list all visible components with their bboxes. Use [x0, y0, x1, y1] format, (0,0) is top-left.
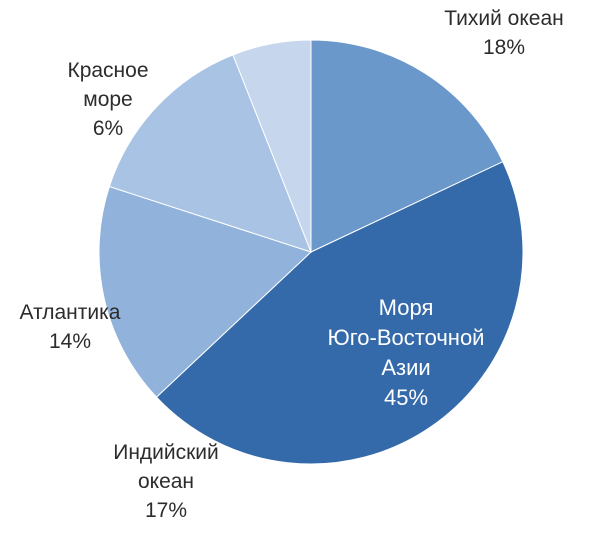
- label-red-sea-value: 6%: [92, 117, 124, 140]
- slice-sea-asia: [155, 161, 524, 465]
- label-atlantic-name: Атлантика: [19, 301, 121, 324]
- label-indian-line1: Индийский: [113, 441, 219, 464]
- label-pacific: Тихий океан 18%: [418, 4, 590, 62]
- label-sea-asia: Моря Юго-Восточной Азии 45%: [306, 293, 506, 413]
- label-red-sea-line1: Красное: [67, 59, 149, 82]
- slice-red-sea: [232, 39, 312, 253]
- label-red-sea-line2: море: [83, 88, 133, 111]
- label-indian: Индийский океан 17%: [76, 438, 256, 525]
- label-red-sea: Красное море 6%: [38, 56, 178, 143]
- slice-indian: [98, 185, 312, 398]
- label-sea-asia-line3: Азии: [381, 355, 431, 380]
- label-atlantic: Атлантика 14%: [0, 298, 140, 356]
- label-atlantic-value: 14%: [48, 330, 92, 353]
- label-indian-line2: океан: [137, 470, 195, 493]
- label-indian-value: 17%: [144, 499, 188, 522]
- label-pacific-name: Тихий океан: [444, 7, 564, 30]
- label-pacific-value: 18%: [482, 36, 526, 59]
- slice-atlantic: [108, 54, 312, 253]
- pie-slices: [98, 39, 524, 465]
- slice-pacific: [310, 39, 504, 253]
- label-sea-asia-line1: Моря: [378, 295, 434, 320]
- label-sea-asia-value: 45%: [383, 385, 429, 410]
- label-sea-asia-line2: Юго-Восточной: [327, 325, 485, 350]
